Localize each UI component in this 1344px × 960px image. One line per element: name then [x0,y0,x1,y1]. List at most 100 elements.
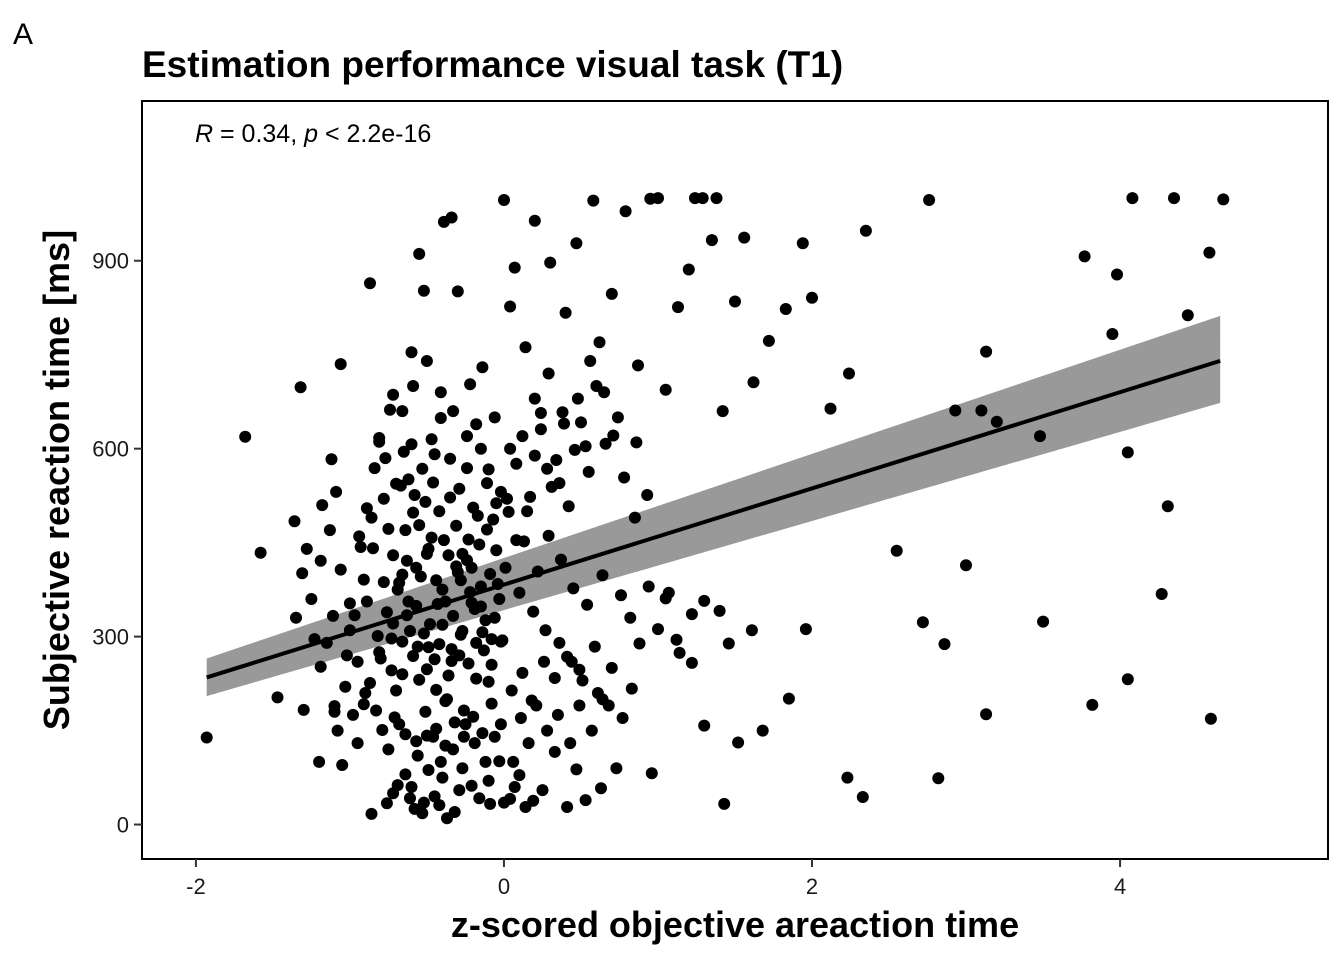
data-point [938,638,951,651]
data-point [524,490,537,503]
data-point [531,565,544,578]
data-point [360,595,373,608]
data-point [348,609,361,622]
data-point [422,641,435,654]
data-point [436,618,449,631]
data-point [1121,673,1134,686]
data-point [570,763,583,776]
data-point [1203,246,1216,259]
data-point [464,378,477,391]
data-point [518,535,530,548]
data-point [713,604,726,617]
data-point [474,442,487,455]
data-point [416,462,429,475]
data-point [779,303,792,315]
data-point [932,772,945,785]
data-point [806,291,818,304]
data-point [576,674,589,687]
data-point [239,430,252,443]
data-point [607,429,620,442]
data-point [379,452,392,465]
data-point [420,355,433,367]
data-point [387,388,400,401]
data-point [470,636,483,649]
data-point [334,563,347,576]
data-point [434,755,447,768]
data-point [856,791,869,803]
data-point [377,576,390,589]
data-point [593,336,606,349]
data-point [430,574,443,587]
data-point [527,605,540,618]
data-point [488,611,501,624]
data-point [824,402,837,415]
data-point [513,586,526,599]
data-point [571,392,584,405]
data-point [351,655,364,668]
data-point [414,570,427,583]
data-point [587,194,600,207]
data-point [417,796,430,809]
data-point [436,583,449,596]
data-point [705,234,718,247]
data-point [738,231,751,244]
data-point [522,737,535,750]
data-point [271,691,284,704]
data-point [411,640,424,653]
data-point [373,432,386,444]
data-point [330,485,343,498]
data-point [782,692,795,705]
data-point [456,625,469,637]
data-point [682,263,695,276]
data-point [605,287,618,300]
correlation-annotation: R = 0.34, p < 2.2e-16 [195,120,431,148]
data-point [975,404,988,417]
data-point [323,524,336,537]
data-point [619,205,632,218]
data-point [354,541,367,553]
data-point [456,547,469,560]
data-point [474,580,487,593]
data-point [305,593,318,605]
data-point [336,759,349,771]
data-point [408,489,421,501]
data-point [408,802,421,815]
data-point [376,724,389,736]
data-point [407,650,420,662]
data-point [490,544,503,557]
data-point [561,801,574,813]
data-point [602,699,615,712]
data-point [488,730,501,743]
data-point [288,515,301,528]
data-point [357,573,370,586]
data-point [542,529,555,542]
data-point [504,300,517,313]
data-point [451,285,464,298]
data-point [380,606,393,619]
data-point [373,646,386,659]
data-point [428,790,441,803]
data-point [413,247,426,260]
data-point [461,462,473,475]
data-point [419,495,432,508]
data-point [425,531,438,544]
data-point [473,792,486,805]
data-point [1126,192,1139,205]
data-point [633,637,646,650]
data-point [444,452,457,465]
data-point [1181,309,1194,322]
data-point [530,699,543,712]
data-point [325,453,338,466]
data-point [420,663,433,676]
data-point [391,583,404,596]
regression-line [206,358,1221,680]
data-point [628,511,641,524]
data-point [630,436,643,449]
data-point [457,730,470,743]
data-point [465,561,478,574]
data-point [960,559,972,572]
data-point [652,623,664,636]
data-point [390,477,403,490]
data-point [430,683,443,696]
data-point [400,609,413,622]
